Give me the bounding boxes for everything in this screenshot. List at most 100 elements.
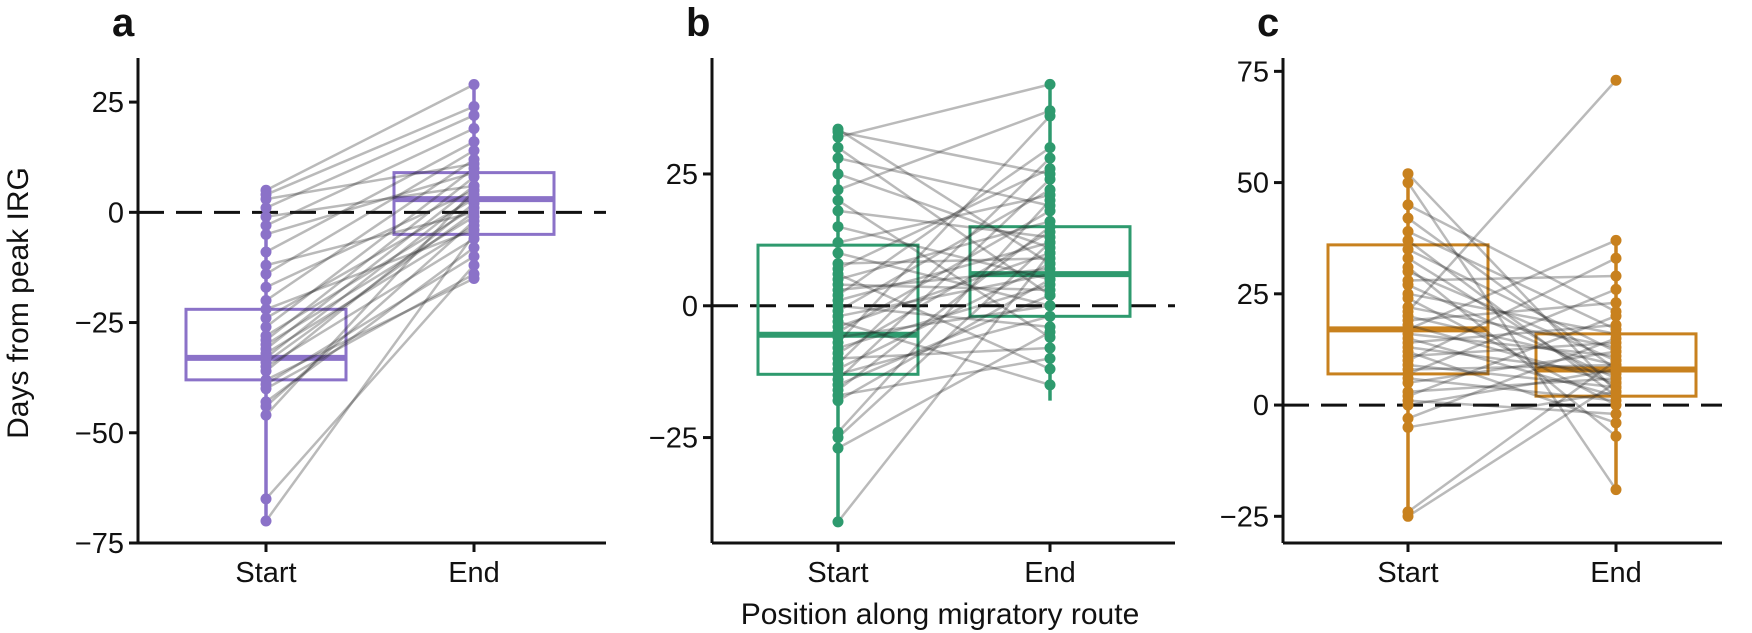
point-end-a — [468, 224, 480, 236]
pair-line-b — [837, 241, 1051, 439]
point-start-b — [832, 152, 844, 164]
pair-line-a — [265, 228, 475, 311]
pair-line-c — [1407, 248, 1617, 353]
pair-line-a — [265, 184, 475, 350]
pair-line-a — [265, 198, 475, 320]
point-end-c — [1610, 430, 1622, 442]
point-end-a — [468, 109, 480, 121]
point-end-c — [1610, 306, 1622, 318]
pair-line-a — [265, 167, 475, 328]
pair-line-a — [265, 184, 475, 218]
point-start-c — [1402, 243, 1414, 255]
pair-line-a — [265, 193, 475, 359]
point-start-b — [832, 247, 844, 259]
panel-letter-c: c — [1257, 1, 1279, 45]
pair-line-b — [837, 315, 1051, 376]
point-start-c — [1402, 199, 1414, 211]
pair-line-b — [837, 209, 1051, 239]
x-tick-label-c: End — [1590, 557, 1642, 589]
point-end-a — [468, 180, 480, 192]
pair-line-b — [837, 199, 1051, 339]
point-start-a — [260, 211, 272, 223]
point-start-b — [832, 168, 844, 180]
point-end-b — [1044, 310, 1056, 322]
pair-line-c — [1407, 239, 1617, 331]
point-start-b — [832, 516, 844, 528]
pair-line-c — [1407, 377, 1617, 393]
pair-line-b — [837, 188, 1051, 313]
point-start-b — [832, 123, 844, 135]
point-end-b — [1044, 300, 1056, 312]
pair-line-c — [1407, 368, 1617, 407]
point-start-c — [1402, 168, 1414, 180]
pair-line-c — [1407, 297, 1617, 407]
pair-line-a — [265, 246, 475, 403]
point-start-b — [832, 237, 844, 249]
point-end-a — [468, 272, 480, 284]
pair-line-b — [837, 167, 1051, 270]
pair-line-a — [265, 171, 475, 236]
point-start-a — [260, 330, 272, 342]
pair-line-c — [1407, 257, 1617, 389]
point-start-c — [1402, 412, 1414, 424]
pair-line-c — [1407, 399, 1617, 416]
y-tick-label-b: 0 — [682, 291, 698, 323]
point-end-b — [1044, 352, 1056, 364]
pair-line-a — [265, 158, 475, 302]
pair-line-b — [837, 304, 1051, 339]
pair-line-c — [1407, 350, 1617, 385]
pair-line-b — [837, 257, 1051, 265]
pair-line-a — [265, 105, 475, 196]
pair-line-b — [837, 178, 1051, 381]
pair-line-b — [837, 304, 1051, 329]
point-start-b — [832, 142, 844, 154]
panel-letter-a: a — [112, 1, 135, 45]
point-start-b — [832, 221, 844, 233]
point-end-a — [468, 250, 480, 262]
point-start-b — [832, 205, 844, 217]
point-start-a — [260, 220, 272, 232]
pair-line-a — [265, 255, 475, 386]
point-start-b — [832, 442, 844, 454]
point-start-c — [1402, 261, 1414, 273]
pair-line-b — [837, 109, 1051, 191]
pair-line-b — [837, 357, 1051, 397]
x-tick-label-b: End — [1024, 557, 1076, 589]
point-start-c — [1402, 421, 1414, 433]
pair-line-a — [265, 140, 475, 254]
pair-line-c — [1407, 301, 1617, 322]
point-end-a — [468, 193, 480, 205]
point-end-a — [468, 145, 480, 157]
point-end-c — [1610, 399, 1622, 411]
point-start-c — [1402, 212, 1414, 224]
pair-line-b — [837, 251, 1051, 307]
y-tick-label-a: 0 — [108, 197, 124, 229]
point-start-c — [1402, 252, 1414, 264]
pair-line-a — [265, 215, 475, 346]
point-start-b — [832, 258, 844, 270]
x-tick-label-a: Start — [235, 557, 296, 589]
point-end-b — [1044, 331, 1056, 343]
pair-line-b — [837, 209, 1051, 334]
point-start-a — [260, 396, 272, 408]
pair-line-b — [837, 262, 1051, 371]
point-start-c — [1402, 177, 1414, 189]
point-end-b — [1044, 342, 1056, 354]
point-start-a — [260, 374, 272, 386]
pair-line-a — [264, 233, 476, 522]
pair-line-c — [1407, 350, 1617, 425]
point-end-b — [1044, 379, 1056, 391]
pair-line-c — [1407, 314, 1617, 398]
point-start-a — [260, 295, 272, 306]
point-start-c — [1402, 226, 1414, 238]
pair-line-c — [1407, 363, 1617, 389]
pair-line-b — [837, 331, 1051, 450]
point-end-c — [1610, 417, 1622, 429]
pair-line-a — [265, 202, 475, 373]
point-end-c — [1610, 323, 1622, 335]
point-end-c — [1610, 386, 1622, 398]
point-end-c — [1610, 346, 1622, 358]
point-end-c — [1610, 355, 1622, 367]
pair-line-c — [1407, 337, 1617, 420]
